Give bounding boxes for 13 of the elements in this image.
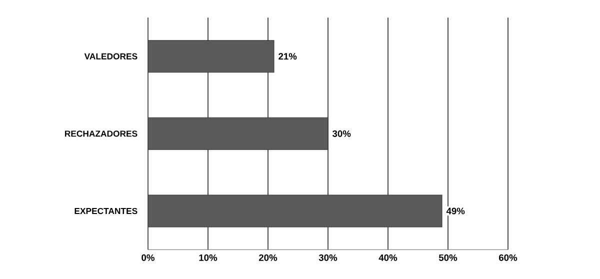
x-tick-label: 20%	[258, 254, 278, 261]
y-tick-label: VALEDORES	[84, 53, 138, 60]
y-tick-label: EXPECTANTES	[74, 208, 138, 214]
data-label: 49%	[446, 208, 465, 214]
x-tick-label: 30%	[318, 254, 338, 261]
data-label: 30%	[332, 130, 351, 137]
y-tick-label: RECHAZADORES	[64, 130, 138, 137]
x-tick-label: 0%	[142, 254, 154, 261]
x-tick-label: 10%	[199, 254, 218, 261]
x-tick-label: 60%	[498, 254, 518, 261]
data-label: 21%	[278, 53, 297, 60]
x-tick-label: 50%	[438, 254, 458, 261]
x-tick-label: 40%	[378, 254, 398, 261]
